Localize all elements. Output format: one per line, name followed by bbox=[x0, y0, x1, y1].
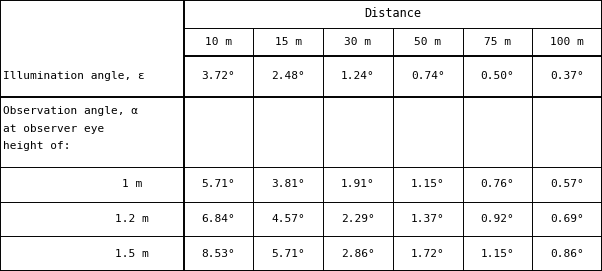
Text: 0.69°: 0.69° bbox=[550, 214, 584, 224]
Text: 0.92°: 0.92° bbox=[480, 214, 514, 224]
Text: 1.72°: 1.72° bbox=[411, 249, 444, 259]
Text: 1.5 m: 1.5 m bbox=[116, 249, 149, 259]
Text: 5.71°: 5.71° bbox=[202, 179, 235, 189]
Text: 10 m: 10 m bbox=[205, 37, 232, 47]
Text: 1.37°: 1.37° bbox=[411, 214, 444, 224]
Text: 3.72°: 3.72° bbox=[202, 72, 235, 82]
Text: 0.86°: 0.86° bbox=[550, 249, 584, 259]
Text: 4.57°: 4.57° bbox=[272, 214, 305, 224]
Text: 6.84°: 6.84° bbox=[202, 214, 235, 224]
Text: 0.74°: 0.74° bbox=[411, 72, 444, 82]
Text: Illumination angle, ε: Illumination angle, ε bbox=[3, 72, 144, 82]
Text: 1.2 m: 1.2 m bbox=[116, 214, 149, 224]
Text: 75 m: 75 m bbox=[484, 37, 511, 47]
Text: 2.86°: 2.86° bbox=[341, 249, 375, 259]
Text: 100 m: 100 m bbox=[550, 37, 584, 47]
Text: 15 m: 15 m bbox=[275, 37, 302, 47]
Text: 1.91°: 1.91° bbox=[341, 179, 375, 189]
Text: 50 m: 50 m bbox=[414, 37, 441, 47]
Text: 2.48°: 2.48° bbox=[272, 72, 305, 82]
Text: 1.15°: 1.15° bbox=[480, 249, 514, 259]
Text: 0.50°: 0.50° bbox=[480, 72, 514, 82]
Text: Distance: Distance bbox=[364, 7, 421, 20]
Text: 8.53°: 8.53° bbox=[202, 249, 235, 259]
Text: Observation angle, α: Observation angle, α bbox=[3, 106, 138, 116]
Text: 1.24°: 1.24° bbox=[341, 72, 375, 82]
Text: 3.81°: 3.81° bbox=[272, 179, 305, 189]
Text: 0.37°: 0.37° bbox=[550, 72, 584, 82]
Text: 1.15°: 1.15° bbox=[411, 179, 444, 189]
Text: 0.57°: 0.57° bbox=[550, 179, 584, 189]
Text: 0.76°: 0.76° bbox=[480, 179, 514, 189]
Text: 1 m: 1 m bbox=[122, 179, 142, 189]
Text: at observer eye: at observer eye bbox=[3, 124, 104, 134]
Text: 2.29°: 2.29° bbox=[341, 214, 375, 224]
Text: height of:: height of: bbox=[3, 141, 70, 151]
Text: 5.71°: 5.71° bbox=[272, 249, 305, 259]
Text: 30 m: 30 m bbox=[344, 37, 371, 47]
